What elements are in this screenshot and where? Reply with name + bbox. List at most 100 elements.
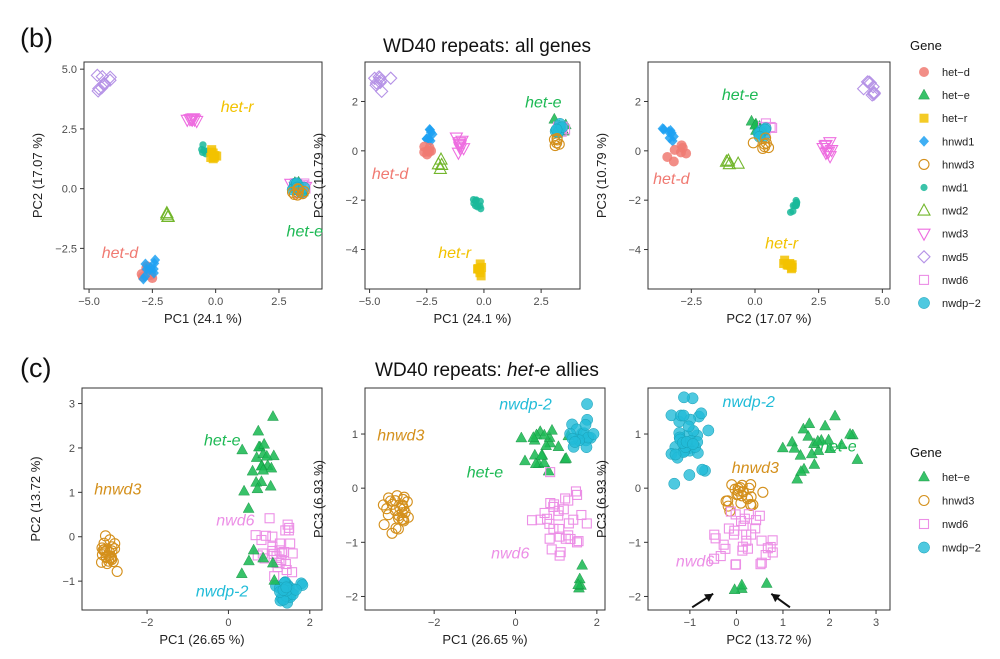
point-nwd6 [750, 523, 761, 534]
plot-c2: −2 0 2 −2 −1 0 1 PC1 (26.65 %) PC3 (6.93 %) hnwd3… [311, 387, 606, 647]
point-hnwd3 [292, 189, 304, 201]
plot-b1: −5.0 −2.5 0.0 2.5 −2.5 0.0 2.5 5.0 PC1 (24.1 %) P… [30, 61, 324, 326]
point-hnwd1 [425, 126, 436, 138]
point-het-e [257, 463, 269, 475]
point-het-e [829, 409, 841, 421]
y-tick-label: 0 [69, 532, 75, 544]
legend-key-nwd6 [918, 518, 930, 530]
legend-label: het−d [942, 67, 970, 79]
point-het-e [258, 437, 270, 449]
x-tick-label: −1 [684, 617, 697, 629]
point-nwd6 [287, 567, 298, 578]
point-nwd6 [576, 509, 587, 521]
point-nwd5 [103, 73, 117, 87]
x-tick-label: −2.5 [142, 296, 164, 308]
point-het-e [844, 427, 856, 439]
point-nwd3 [824, 145, 839, 158]
legend-het-e-allies: Gene het−e hnwd3 nwd6 nwdp−2 [910, 445, 981, 555]
point-hnwd3 [99, 530, 112, 542]
annotation-het-d: het-d [653, 171, 691, 188]
point-het-e [238, 484, 250, 496]
x-axis-label: PC1 (24.1 %) [164, 311, 242, 326]
point-nwdp-2 [579, 418, 592, 431]
legend-item-nwd3: nwd3 [917, 228, 968, 242]
point-nwd6 [274, 545, 285, 556]
point-het-e [236, 443, 249, 455]
title-c-suffix: allies [550, 360, 599, 381]
y-tick-label: 0 [352, 146, 358, 158]
point-nwd6 [554, 523, 565, 535]
y-tick-label: 3 [69, 399, 75, 411]
x-tick-label: 0 [733, 617, 739, 629]
legend-label: het−e [942, 472, 970, 484]
annotation-nwd6: nwd6 [491, 546, 529, 563]
point-nwd6 [545, 467, 556, 478]
point-nwd6 [280, 525, 291, 536]
y-axis-label: PC2 (13.72 %) [28, 456, 43, 541]
point-nwd6 [558, 504, 569, 515]
point-nwd6 [287, 548, 298, 559]
point-hnwd3 [551, 137, 563, 149]
point-het-e [797, 422, 810, 434]
y-tick-label: 1 [635, 429, 641, 441]
plot-b2: −5.0 −2.5 0.0 2.5 −4 −2 0 2 PC1 (24.1 %) PC3 (10.… [311, 61, 581, 326]
y-tick-label: 2 [69, 443, 75, 455]
legend-item-hnwd3: hnwd3 [918, 494, 974, 508]
plot-frame [364, 61, 581, 290]
point-het-e [560, 452, 572, 463]
point-nwd6 [544, 518, 555, 529]
point-hnwd3 [105, 552, 117, 564]
point-nwd6 [285, 538, 296, 549]
point-hnwd3 [111, 565, 123, 577]
legend-label: nwd6 [942, 519, 968, 531]
point-nwd6 [526, 515, 538, 526]
legend-label: nwd5 [942, 252, 968, 264]
annotation-het-e: het-e [204, 433, 241, 450]
point-nwdp-2 [668, 477, 681, 490]
point-hnwd3 [386, 527, 398, 539]
annotation-het-e: het-e [287, 223, 324, 240]
point-hnwd1 [140, 270, 151, 282]
point-nwd6 [276, 555, 287, 566]
point-nwd3 [449, 132, 464, 146]
legend-key-nwd3 [917, 228, 931, 242]
x-tick-label: 3 [873, 617, 879, 629]
point-het-e [268, 573, 281, 585]
annotation-het-e: het-e [525, 95, 562, 112]
point-nwd5 [374, 84, 389, 99]
point-nwd3 [819, 139, 833, 153]
point-het-e [251, 482, 264, 494]
point-het-e [819, 419, 831, 431]
point-nwdp-2 [687, 438, 699, 450]
point-het-r [779, 258, 789, 268]
point-hnwd1 [665, 124, 676, 136]
point-nwd6 [756, 557, 767, 568]
y-tick-label: 2 [635, 96, 641, 108]
x-tick-label: 2.5 [811, 296, 826, 308]
legend-label: nwdp−2 [942, 298, 981, 310]
point-nwd3 [452, 138, 467, 152]
point-het-e [243, 554, 255, 566]
point-het-e [572, 578, 585, 589]
point-nwd5 [96, 77, 111, 91]
point-hnwd3 [720, 495, 732, 507]
point-nwd6 [572, 489, 583, 500]
x-tick-label: 0.0 [476, 296, 491, 308]
point-hnwd3 [762, 142, 775, 154]
point-hnwd3 [722, 500, 734, 512]
point-nwd6 [741, 529, 752, 540]
legend-key-nwd5 [917, 250, 931, 264]
point-nwd1 [199, 141, 207, 149]
point-het-e [802, 430, 815, 441]
point-nwdp-2 [682, 420, 695, 433]
point-nwd1 [477, 205, 485, 213]
point-hnwd3 [759, 138, 771, 150]
annotation-het-e: het-e [820, 438, 857, 455]
annotation-het-e: het-e [722, 87, 759, 104]
point-het-e [735, 578, 748, 590]
x-axis-label: PC2 (17.07 %) [726, 311, 811, 326]
point-hnwd3 [551, 133, 563, 145]
y-tick-label: −4 [345, 245, 358, 257]
y-axis-label: PC3 (6.93 %) [311, 460, 326, 538]
